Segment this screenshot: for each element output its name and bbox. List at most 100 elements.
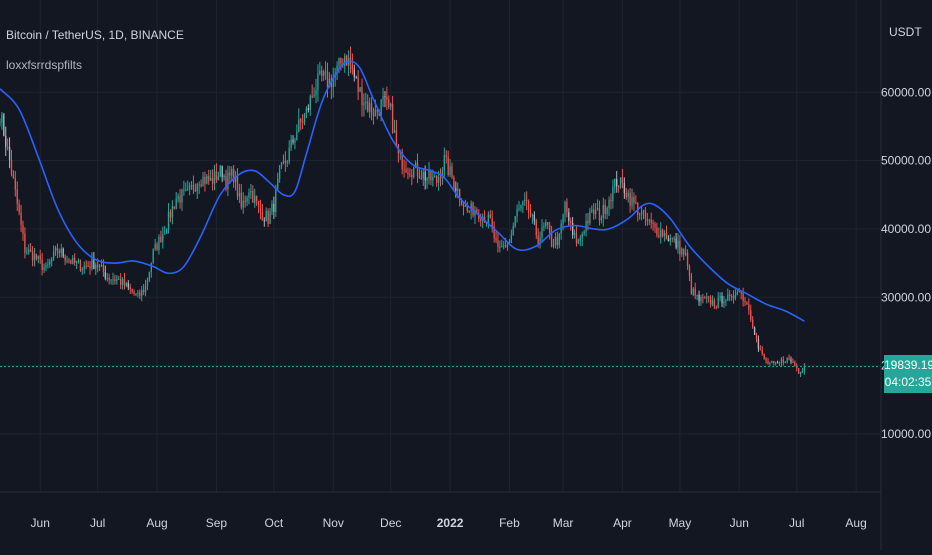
currency-label[interactable]: USDT: [889, 25, 922, 39]
candle-body: [284, 161, 287, 163]
candle-body: [77, 260, 80, 262]
x-tick-label: Jun: [730, 516, 749, 530]
candle-body: [208, 176, 210, 181]
candle-body: [114, 279, 116, 281]
candle-body: [33, 253, 36, 261]
x-tick-label: Dec: [380, 516, 401, 530]
candle-body: [277, 178, 279, 189]
candle-body: [510, 234, 513, 243]
candle-body: [116, 279, 118, 281]
candle-body: [303, 113, 306, 123]
candle-body: [773, 361, 775, 364]
candle-body: [388, 99, 390, 107]
candle-body: [196, 184, 198, 192]
candle-body: [390, 103, 392, 107]
candle-body: [336, 65, 338, 74]
candle-body: [292, 139, 294, 143]
candle-body: [135, 293, 137, 295]
candle-body: [725, 300, 727, 302]
candle-body: [221, 166, 223, 178]
candle-body: [644, 210, 647, 219]
candle-body: [236, 176, 239, 197]
candle-body: [344, 55, 346, 66]
candle-body: [537, 235, 539, 245]
candle-body: [755, 334, 758, 339]
candle-body: [790, 359, 792, 362]
candle-body: [608, 199, 610, 208]
candle-body: [70, 260, 72, 264]
candle-body: [667, 239, 670, 242]
candle-body: [51, 258, 53, 262]
candle-body: [650, 219, 652, 223]
candle-body: [181, 190, 183, 203]
candle-body: [152, 249, 154, 263]
candle-body: [257, 200, 260, 205]
candle-body: [671, 237, 673, 240]
candle-body: [489, 214, 491, 219]
candle-body: [307, 108, 310, 111]
x-tick-label: Jul: [789, 516, 804, 530]
candle-body: [129, 287, 131, 289]
candle-body: [123, 279, 126, 286]
candle-body: [95, 264, 97, 269]
y-tick-label: 60000.00: [881, 85, 931, 99]
candle-body: [740, 290, 742, 294]
candle-body: [411, 175, 413, 177]
time-axis[interactable]: Jun Jul Aug Sep Oct Nov Dec 2022 Feb Mar Apr May Jun…: [31, 516, 867, 530]
candle-body: [432, 176, 434, 181]
candle-body: [558, 233, 560, 246]
candle-body: [89, 266, 91, 269]
candle-body: [715, 306, 717, 308]
candle-body: [548, 225, 551, 234]
last-price-tag: 19839.19 04:02:35: [884, 354, 932, 393]
candle-body: [79, 260, 82, 271]
candle-body: [173, 206, 175, 209]
candle-body: [445, 155, 447, 157]
candle-body: [585, 220, 587, 232]
candle-body: [22, 224, 24, 234]
candle-body: [468, 211, 470, 213]
candle-body: [614, 179, 616, 187]
candle-body: [409, 173, 411, 176]
candle-body: [282, 161, 285, 163]
candle-body: [774, 362, 777, 364]
legend: Bitcoin / TetherUS, 1D, BINANCE loxxfsrr…: [6, 28, 184, 72]
candle-body: [453, 177, 455, 188]
candle-body: [213, 171, 216, 184]
x-tick-label: Feb: [499, 516, 520, 530]
candle-body: [499, 246, 501, 248]
candle-body: [539, 237, 541, 245]
candle-body: [10, 160, 13, 175]
candle-body: [524, 199, 526, 202]
candle-body: [594, 210, 597, 215]
candle-body: [29, 249, 32, 252]
candle-body: [495, 238, 497, 241]
candle-body: [386, 96, 388, 100]
x-tick-label: Aug: [845, 516, 866, 530]
candle-body: [119, 278, 122, 285]
candle-body: [656, 227, 658, 236]
candle-body: [591, 209, 593, 212]
candle-body: [200, 184, 202, 187]
candle-body: [106, 277, 108, 279]
candle-body: [696, 294, 698, 296]
candle-body: [75, 261, 78, 263]
symbol-title[interactable]: Bitcoin / TetherUS, 1D, BINANCE: [6, 28, 184, 42]
candle-body: [698, 294, 700, 302]
candle-body: [374, 109, 377, 117]
candle-body: [748, 304, 750, 311]
candle-body: [204, 176, 206, 184]
indicator-title[interactable]: loxxfsrrdspfilts: [6, 58, 83, 72]
candle-body: [700, 296, 702, 302]
candle-body: [403, 169, 405, 171]
candle-body: [501, 246, 503, 248]
candle-body: [719, 296, 721, 298]
candle-body: [744, 300, 746, 303]
candle-body: [246, 197, 248, 202]
candle-body: [229, 172, 231, 176]
candle-body: [516, 209, 518, 217]
candle-body: [612, 186, 614, 202]
